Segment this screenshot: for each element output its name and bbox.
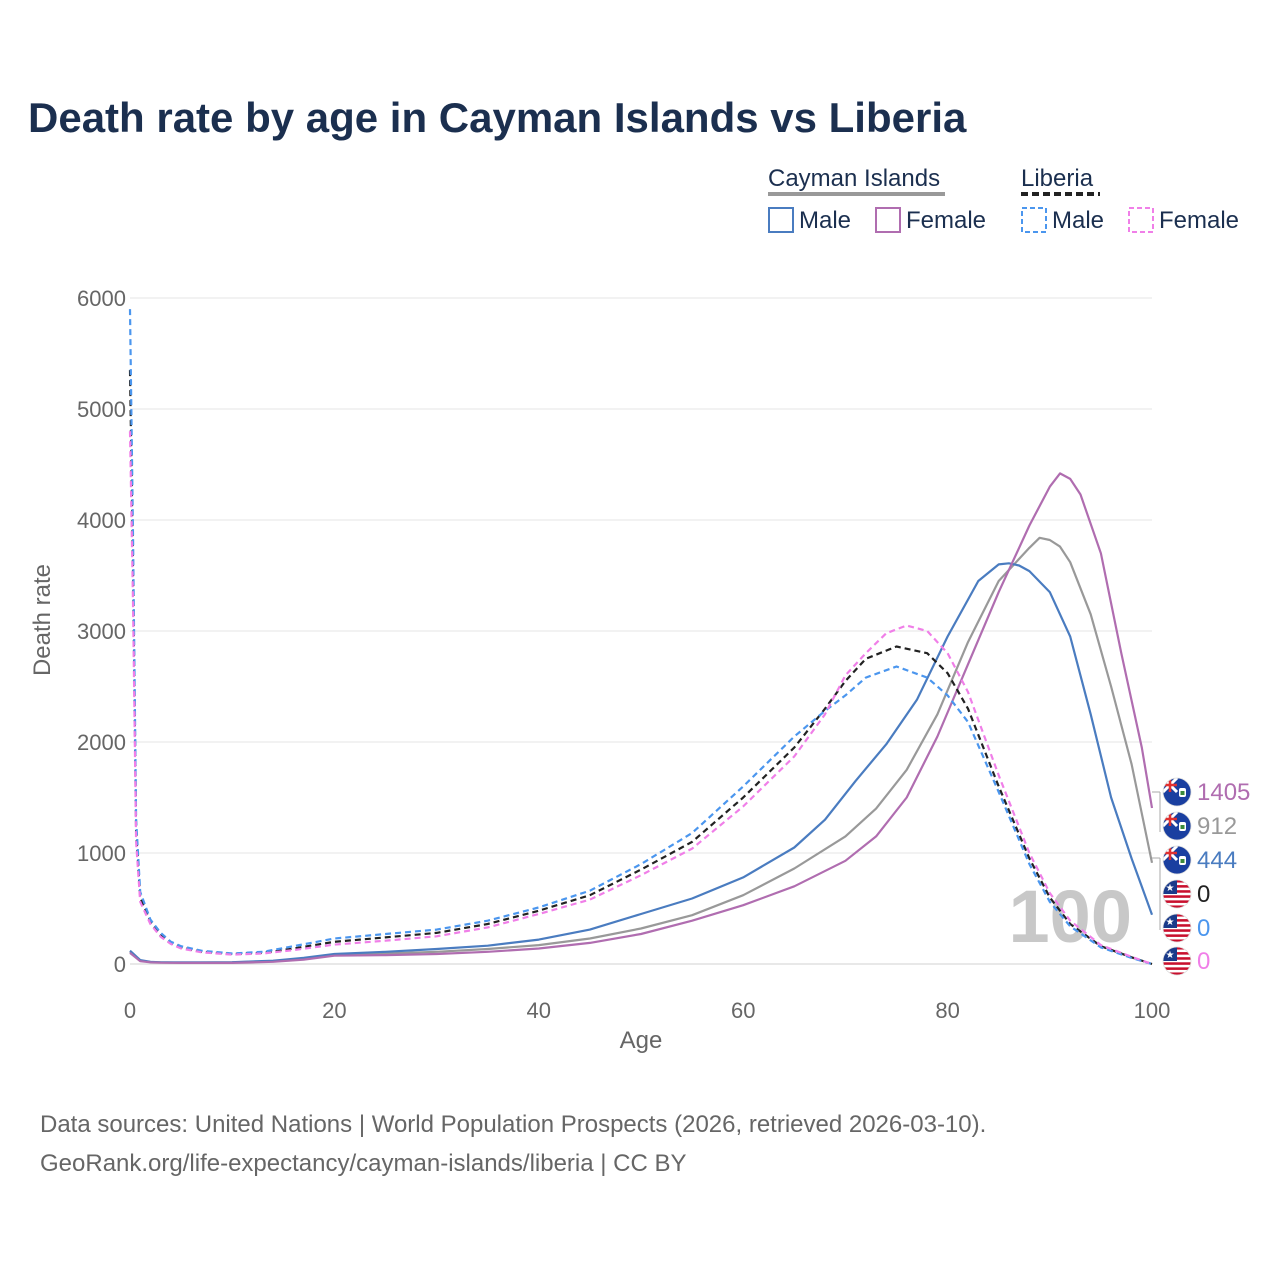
y-tick-label: 3000 (77, 619, 126, 644)
end-label-value: 0 (1197, 881, 1210, 908)
series-line-liberia-female (128, 431, 1153, 966)
y-tick-label: 5000 (77, 397, 126, 422)
x-tick-label: 60 (731, 998, 755, 1023)
end-labels: 1405 912 444 ★ 0 ★ 0 ★ 0 (1152, 777, 1250, 976)
chart-title: Death rate by age in Cayman Islands vs L… (28, 94, 967, 141)
x-tick-label: 20 (322, 998, 346, 1023)
x-tick-label: 0 (124, 998, 136, 1023)
y-tick-label: 2000 (77, 730, 126, 755)
y-axis: 0 1000 2000 3000 4000 5000 6000 (77, 286, 126, 977)
legend-group-liberia: Liberia (1021, 165, 1094, 192)
liberia-flag-icon: ★ (1162, 879, 1192, 909)
legend-label-cayman-female: Female (906, 207, 986, 234)
source-line-1: Data sources: United Nations | World Pop… (40, 1111, 986, 1138)
source-line-2: GeoRank.org/life-expectancy/cayman-islan… (40, 1150, 687, 1177)
legend-label-liberia-female: Female (1159, 207, 1239, 234)
series-line-cayman-islands-male (129, 562, 1154, 964)
cayman-flag-icon (1162, 845, 1192, 875)
legend-swatch-liberia-female (1128, 207, 1154, 233)
series-line-cayman-islands-total (129, 536, 1154, 964)
end-label-connector (1152, 857, 1161, 930)
end-label-value: 1405 (1197, 779, 1250, 806)
end-label-connector (1152, 791, 1161, 832)
series-line-liberia-total (128, 370, 1153, 966)
grid (130, 297, 1152, 965)
legend-label-cayman-male: Male (799, 207, 851, 234)
liberia-flag-icon: ★ (1162, 913, 1192, 943)
y-axis-label: Death rate (29, 564, 56, 676)
series-line-cayman-islands-female (129, 472, 1154, 964)
y-tick-label: 1000 (77, 841, 126, 866)
legend-label-liberia-male: Male (1052, 207, 1104, 234)
end-label-value: 0 (1197, 915, 1210, 942)
legend: Cayman Islands Male Female Liberia Male … (768, 165, 1239, 234)
x-tick-label: 100 (1134, 998, 1171, 1023)
x-tick-label: 80 (935, 998, 959, 1023)
x-axis: 0 20 40 60 80 100 (124, 998, 1170, 1023)
svg-text:★: ★ (1166, 950, 1175, 961)
x-axis-label: Age (620, 1027, 663, 1054)
liberia-flag-icon: ★ (1162, 946, 1192, 976)
legend-swatch-cayman-male (768, 207, 794, 233)
end-label-value: 912 (1197, 813, 1237, 840)
end-label-value: 0 (1197, 948, 1210, 975)
legend-swatch-cayman-female (875, 207, 901, 233)
watermark: 100 (1009, 875, 1132, 958)
cayman-flag-icon (1162, 811, 1192, 841)
svg-text:★: ★ (1166, 917, 1175, 928)
y-tick-label: 0 (114, 952, 126, 977)
end-label-value: 444 (1197, 847, 1237, 874)
x-tick-label: 40 (527, 998, 551, 1023)
y-tick-label: 4000 (77, 508, 126, 533)
series-line-liberia-male (128, 309, 1153, 966)
svg-text:★: ★ (1166, 883, 1175, 894)
series-layer (128, 309, 1154, 966)
legend-swatch-liberia-male (1021, 207, 1047, 233)
cayman-flag-icon (1162, 777, 1192, 807)
legend-group-cayman: Cayman Islands (768, 165, 940, 192)
y-tick-label: 6000 (77, 286, 126, 311)
